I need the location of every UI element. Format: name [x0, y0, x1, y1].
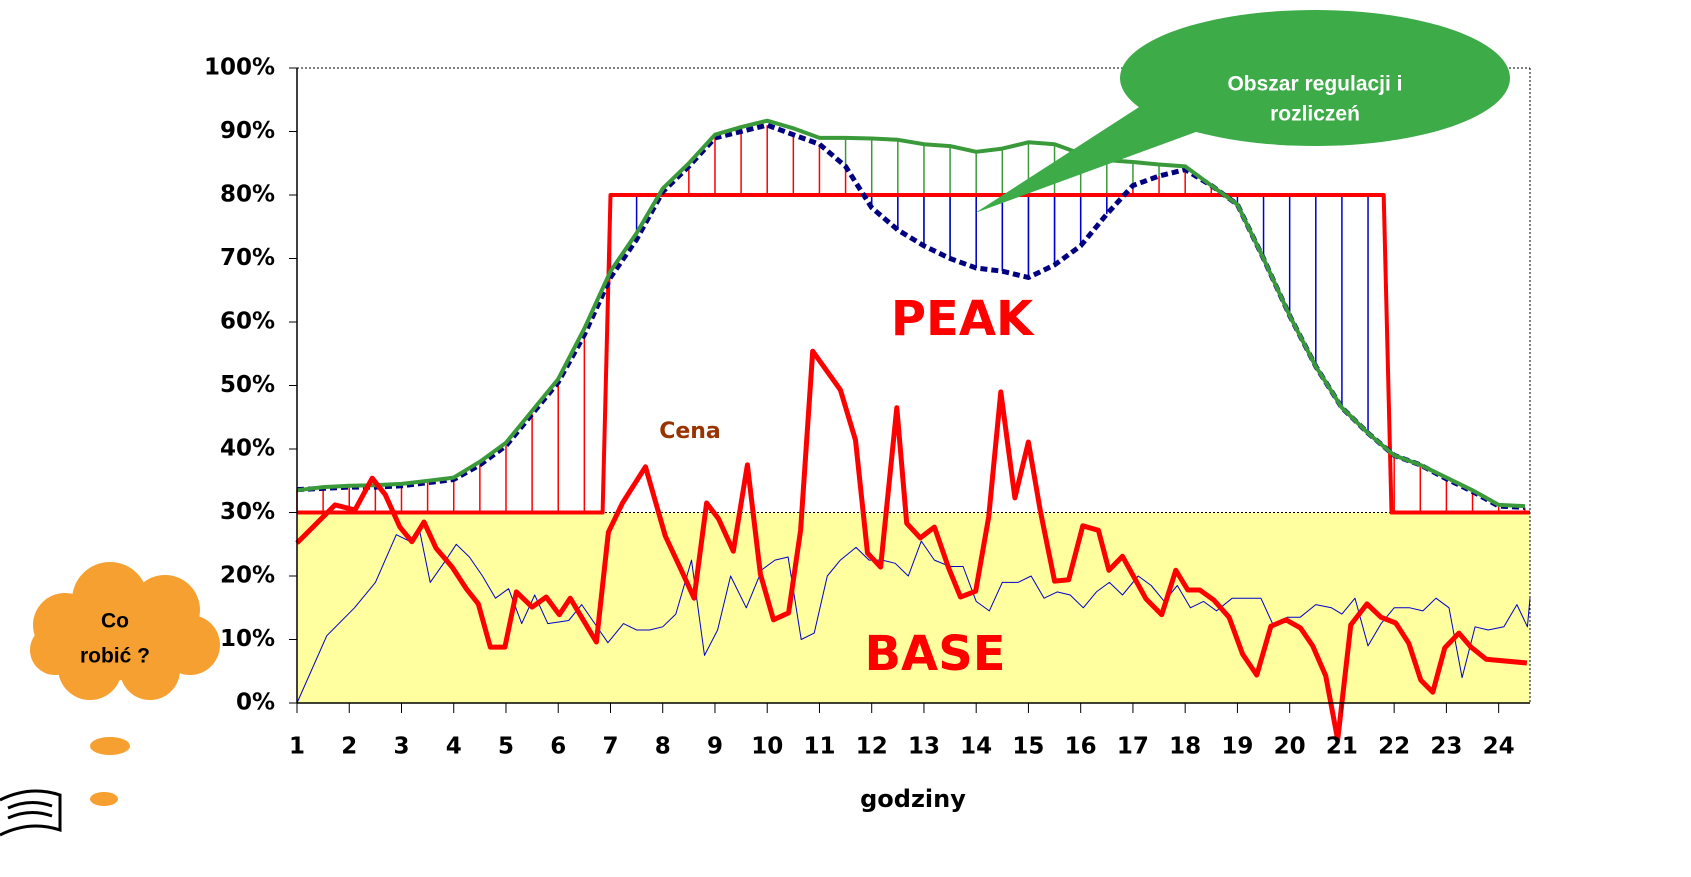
- x-tick-label: 23: [1430, 734, 1462, 760]
- chart: 0%10%20%30%40%50%60%70%80%90%100%1234567…: [0, 0, 1691, 877]
- x-tick-label: 6: [550, 734, 566, 760]
- peak-label: PEAK: [891, 291, 1035, 347]
- y-tick-label: 10%: [220, 626, 275, 652]
- x-tick-label: 13: [908, 734, 940, 760]
- price-label: Cena: [659, 419, 721, 444]
- x-tick-label: 7: [602, 734, 618, 760]
- callout-line: Obszar regulacji i: [1227, 73, 1402, 96]
- x-tick-label: 3: [393, 734, 409, 760]
- y-tick-label: 70%: [220, 245, 275, 271]
- x-tick-label: 1: [289, 734, 305, 760]
- y-tick-label: 40%: [220, 436, 275, 462]
- y-tick-label: 100%: [204, 55, 275, 81]
- x-tick-label: 16: [1065, 734, 1097, 760]
- y-tick-label: 90%: [220, 118, 275, 144]
- x-tick-label: 19: [1221, 734, 1253, 760]
- x-tick-label: 12: [856, 734, 888, 760]
- y-tick-label: 0%: [236, 690, 275, 716]
- x-tick-label: 10: [751, 734, 783, 760]
- x-tick-label: 18: [1169, 734, 1201, 760]
- x-tick-label: 11: [803, 734, 835, 760]
- x-tick-label: 14: [960, 734, 992, 760]
- x-tick-label: 22: [1378, 734, 1410, 760]
- x-tick-label: 21: [1326, 734, 1358, 760]
- x-tick-label: 20: [1274, 734, 1306, 760]
- x-tick-label: 5: [498, 734, 514, 760]
- y-tick-label: 50%: [220, 372, 275, 398]
- thought-cloud: Co robić ?: [30, 562, 220, 806]
- y-tick-label: 80%: [220, 182, 275, 208]
- y-tick-label: 30%: [220, 499, 275, 525]
- x-tick-label: 4: [446, 734, 462, 760]
- thought-line: robić ?: [80, 645, 150, 668]
- x-tick-label: 9: [707, 734, 723, 760]
- callout: Obszar regulacji i rozliczeń: [975, 10, 1510, 213]
- y-tick-label: 60%: [220, 309, 275, 335]
- thought-line: Co: [101, 610, 129, 633]
- callout-line: rozliczeń: [1270, 103, 1360, 126]
- base-label: BASE: [864, 626, 1005, 682]
- book-icon: [0, 791, 60, 835]
- x-axis-title: godziny: [860, 785, 966, 813]
- y-tick-label: 20%: [220, 563, 275, 589]
- x-tick-label: 24: [1483, 734, 1515, 760]
- x-tick-label: 15: [1012, 734, 1044, 760]
- x-tick-label: 8: [655, 734, 671, 760]
- x-tick-label: 17: [1117, 734, 1149, 760]
- x-tick-label: 2: [341, 734, 357, 760]
